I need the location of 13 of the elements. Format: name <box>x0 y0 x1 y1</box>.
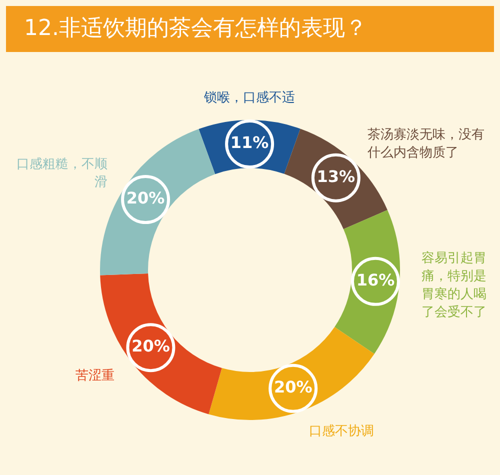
data-label: 11% <box>230 133 269 152</box>
slice-label: 容易引起胃痛，特别是胃寒的人喝了会受不了 <box>421 250 486 320</box>
chart-title: 12.非适饮期的茶会有怎样的表现？ <box>6 6 494 52</box>
data-label: 20% <box>132 336 170 356</box>
data-label: 16% <box>356 270 395 290</box>
slice-label: 苦涩重 <box>75 368 114 384</box>
data-label: 20% <box>274 378 312 397</box>
slice-label: 锁喉，口感不适 <box>202 90 295 106</box>
slice-label: 口感不协调 <box>308 424 374 439</box>
data-label: 20% <box>126 188 165 208</box>
slice-label: 口感粗糙，不顺滑 <box>16 157 108 190</box>
data-label: 13% <box>316 167 356 186</box>
slice-label: 茶汤寡淡无味，没有什么内含物质了 <box>366 126 484 161</box>
